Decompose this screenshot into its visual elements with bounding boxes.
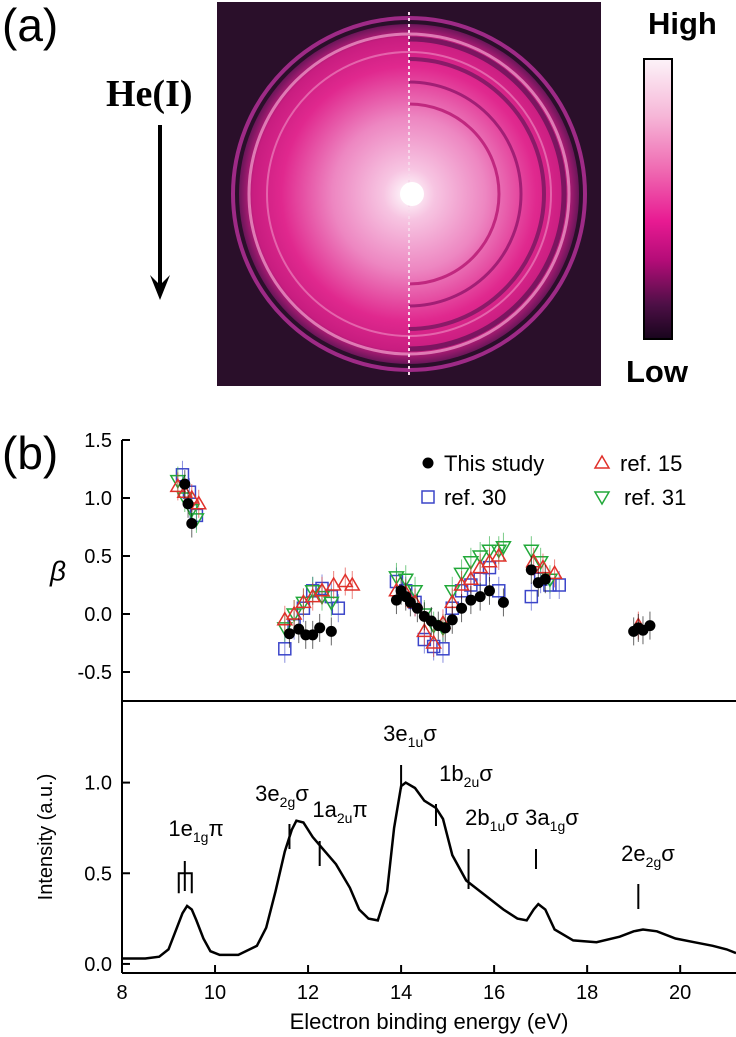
legend-label: This study: [444, 451, 544, 476]
legend-label: ref. 30: [444, 485, 506, 510]
bottom-y-tick-label: 0.0: [84, 954, 112, 976]
top-y-tick-label: 1.0: [84, 488, 112, 510]
axes-text: 8 10 12 14 16 18 20 Electron binding energy (eV…: [35, 430, 691, 1034]
data-point: [190, 495, 208, 510]
top-panel-marks: [169, 460, 656, 663]
data-point: [285, 605, 303, 620]
data-point: [525, 564, 537, 576]
data-point: [325, 625, 337, 637]
data-point: [462, 556, 480, 571]
data-point: [524, 589, 539, 604]
data-point: [644, 620, 656, 632]
x-tick-label: 12: [297, 982, 319, 1004]
top-y-axis-title: β: [49, 556, 66, 587]
legend-label: ref. 15: [620, 451, 682, 476]
top-y-tick-label: 0.0: [84, 604, 112, 626]
spectrum-line: [122, 781, 736, 960]
data-point: [343, 576, 361, 591]
data-point: [453, 567, 470, 582]
data-point: [523, 544, 540, 559]
data-point: [534, 559, 552, 574]
data-point: [495, 540, 512, 556]
top-y-tick-label: 0.5: [84, 546, 112, 568]
data-point: [471, 550, 489, 565]
legend-marker: [422, 457, 434, 469]
data-point: [539, 573, 551, 585]
data-point: [307, 629, 319, 641]
annotation-label: 1e1gπ: [168, 816, 223, 845]
data-point: [336, 573, 354, 588]
colorbar-high-label: High: [648, 6, 717, 41]
annotation-label: 3e2gσ: [255, 781, 309, 810]
x-tick-label: 18: [576, 982, 598, 1004]
annotation-label: 2e2gσ: [621, 841, 675, 870]
panel-b-label: (b): [2, 427, 59, 479]
data-point: [546, 564, 563, 580]
data-point: [182, 498, 194, 510]
x-axis-title: Electron binding energy (eV): [290, 1009, 569, 1034]
x-tick-label: 16: [483, 982, 505, 1004]
legend-marker: [593, 454, 611, 469]
annotation-bracket: [177, 872, 193, 894]
data-point: [436, 642, 450, 656]
vmi-rings-graphic: [217, 2, 601, 386]
data-point: [439, 622, 451, 634]
data-point: [186, 518, 198, 530]
annotation-label: 2b1uσ: [465, 805, 519, 834]
data-point: [313, 582, 331, 597]
annotation-label: 3e1uσ: [383, 721, 437, 750]
data-point: [456, 602, 468, 614]
panel-a-label: (a): [2, 0, 59, 51]
bottom-y-axis-title: Intensity (a.u.): [35, 774, 57, 901]
data-point: [278, 642, 292, 656]
x-tick-label: 14: [390, 982, 412, 1004]
data-point: [325, 576, 342, 591]
plot-frame: [121, 439, 736, 974]
data-point: [314, 622, 326, 634]
bottom-y-tick-label: 0.5: [84, 863, 112, 885]
legend: This study ref. 15 ref. 30 ref. 31: [421, 451, 686, 510]
annotation-label: 1b2uσ: [439, 761, 493, 790]
data-point: [462, 570, 480, 585]
data-point: [390, 594, 402, 606]
annotation-label: 1a2uπ: [312, 797, 367, 826]
data-point: [323, 596, 340, 611]
data-point: [443, 585, 461, 600]
colorbar: [643, 58, 673, 340]
data-point: [497, 596, 509, 608]
data-point: [425, 634, 442, 649]
vmi-image: [217, 2, 601, 386]
data-point: [481, 544, 498, 559]
x-tick-label: 8: [116, 982, 127, 1004]
data-point: [388, 571, 405, 586]
data-point: [397, 573, 415, 588]
colorbar-low-label: Low: [626, 354, 688, 389]
annotation-label: 3a1gσ: [525, 805, 579, 834]
top-y-tick-label: 1.5: [84, 430, 112, 452]
bottom-y-tick-label: 1.0: [84, 773, 112, 795]
data-point: [490, 547, 508, 562]
data-point: [283, 628, 295, 640]
data-point: [474, 591, 486, 603]
data-point: [446, 614, 458, 626]
data-point: [465, 594, 477, 606]
data-point: [179, 478, 191, 490]
x-tick-label: 10: [204, 982, 226, 1004]
source-label: He(I): [106, 73, 193, 115]
down-arrow-icon: [150, 125, 170, 300]
data-point: [406, 585, 424, 600]
legend-label: ref. 31: [624, 485, 686, 510]
x-tick-label: 20: [669, 982, 691, 1004]
data-point: [416, 622, 433, 638]
top-y-tick-label: -0.5: [78, 662, 112, 684]
data-point: [483, 585, 495, 597]
legend-marker: [593, 491, 611, 506]
data-point: [411, 602, 423, 614]
legend-marker: [421, 490, 435, 504]
